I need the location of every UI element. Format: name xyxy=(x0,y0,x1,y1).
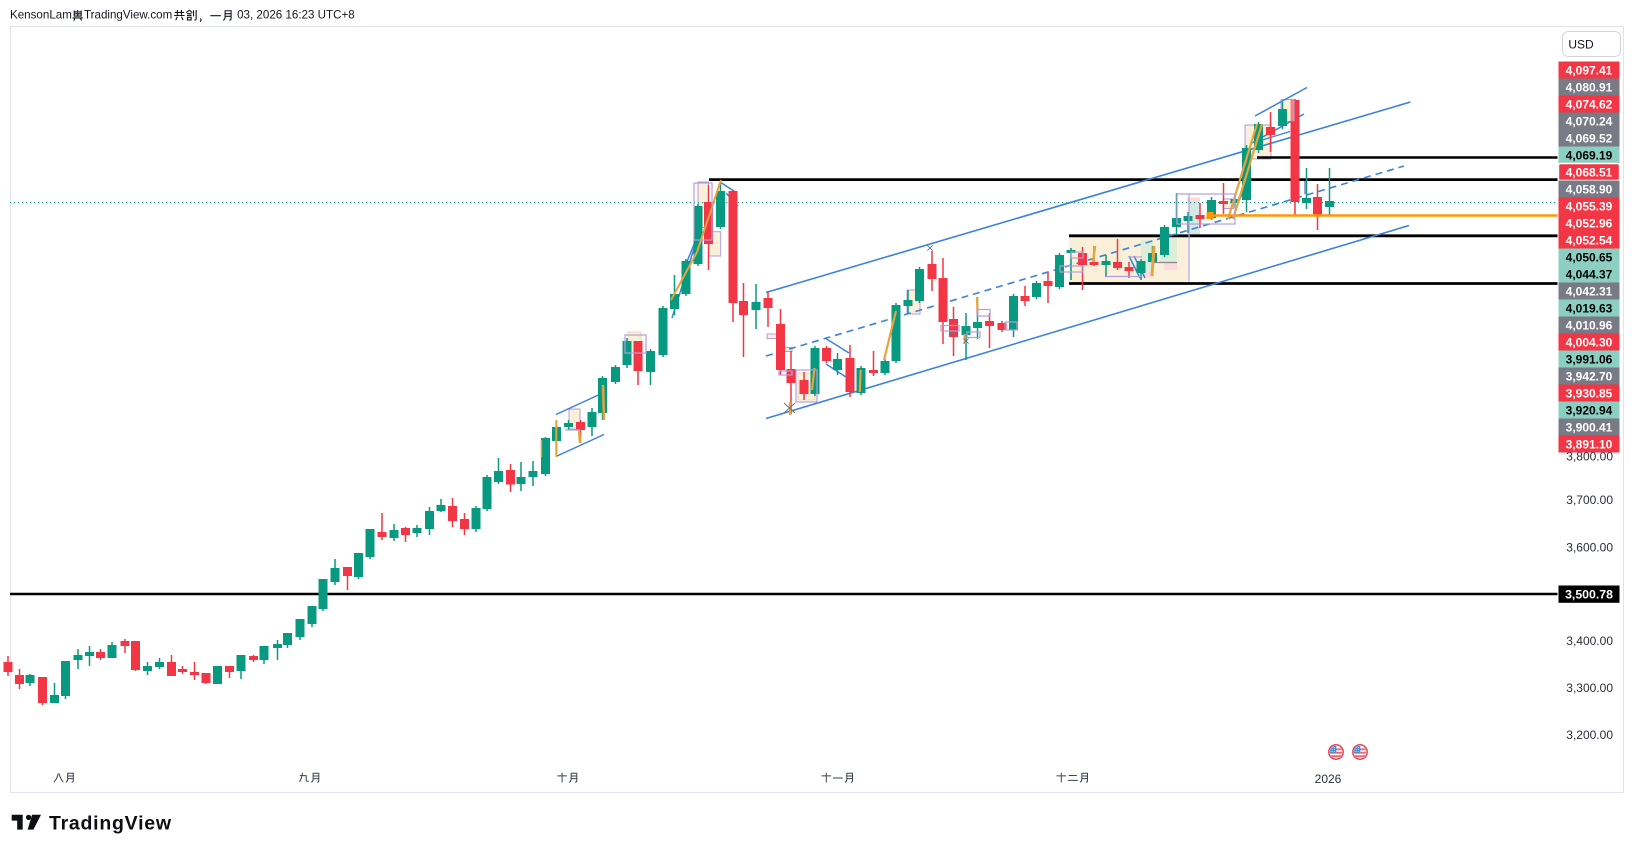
svg-text:KensonLam: KensonLam xyxy=(10,9,72,22)
svg-text:4,055.39: 4,055.39 xyxy=(1566,199,1613,213)
svg-text:TradingView: TradingView xyxy=(49,812,172,834)
svg-text:3,400.00: 3,400.00 xyxy=(1566,634,1613,648)
svg-text:03, 2026 16:23 UTC+8: 03, 2026 16:23 UTC+8 xyxy=(237,9,355,22)
svg-text:3,300.00: 3,300.00 xyxy=(1566,681,1613,695)
svg-text:4,068.51: 4,068.51 xyxy=(1566,165,1613,179)
svg-text:3,942.70: 3,942.70 xyxy=(1566,369,1613,383)
svg-text:4,069.52: 4,069.52 xyxy=(1566,131,1613,145)
svg-text:4,070.24: 4,070.24 xyxy=(1566,114,1613,128)
svg-text:4,019.63: 4,019.63 xyxy=(1566,301,1613,315)
svg-text:4,052.54: 4,052.54 xyxy=(1566,233,1613,247)
svg-text:4,050.65: 4,050.65 xyxy=(1566,250,1613,264)
svg-text:3,700.00: 3,700.00 xyxy=(1566,493,1613,507)
svg-text:TradingView.com: TradingView.com xyxy=(84,9,172,22)
svg-text:4,058.90: 4,058.90 xyxy=(1566,182,1613,196)
svg-text:4,004.30: 4,004.30 xyxy=(1566,335,1613,349)
svg-text:4,052.96: 4,052.96 xyxy=(1566,216,1613,230)
svg-text:3,200.00: 3,200.00 xyxy=(1566,728,1613,742)
svg-text:4,010.96: 4,010.96 xyxy=(1566,318,1613,332)
svg-text:3,600.00: 3,600.00 xyxy=(1566,541,1613,555)
svg-text:3,800.00: 3,800.00 xyxy=(1566,450,1613,464)
svg-text:4,044.37: 4,044.37 xyxy=(1566,267,1613,281)
svg-text:4,074.62: 4,074.62 xyxy=(1566,97,1613,111)
svg-text:3,920.94: 3,920.94 xyxy=(1566,403,1613,417)
svg-text:3,900.41: 3,900.41 xyxy=(1566,420,1613,434)
svg-text:3,500.78: 3,500.78 xyxy=(1565,587,1613,601)
svg-text:3,930.85: 3,930.85 xyxy=(1566,386,1613,400)
svg-text:USD: USD xyxy=(1568,37,1594,51)
svg-text:3,891.10: 3,891.10 xyxy=(1566,437,1613,451)
svg-text:2026: 2026 xyxy=(1315,772,1342,786)
svg-text:4,069.19: 4,069.19 xyxy=(1566,148,1613,162)
svg-text:4,042.31: 4,042.31 xyxy=(1566,284,1613,298)
svg-text:3,991.06: 3,991.06 xyxy=(1566,352,1613,366)
svg-text:4,097.41: 4,097.41 xyxy=(1566,63,1613,77)
svg-text:4,080.91: 4,080.91 xyxy=(1566,80,1613,94)
